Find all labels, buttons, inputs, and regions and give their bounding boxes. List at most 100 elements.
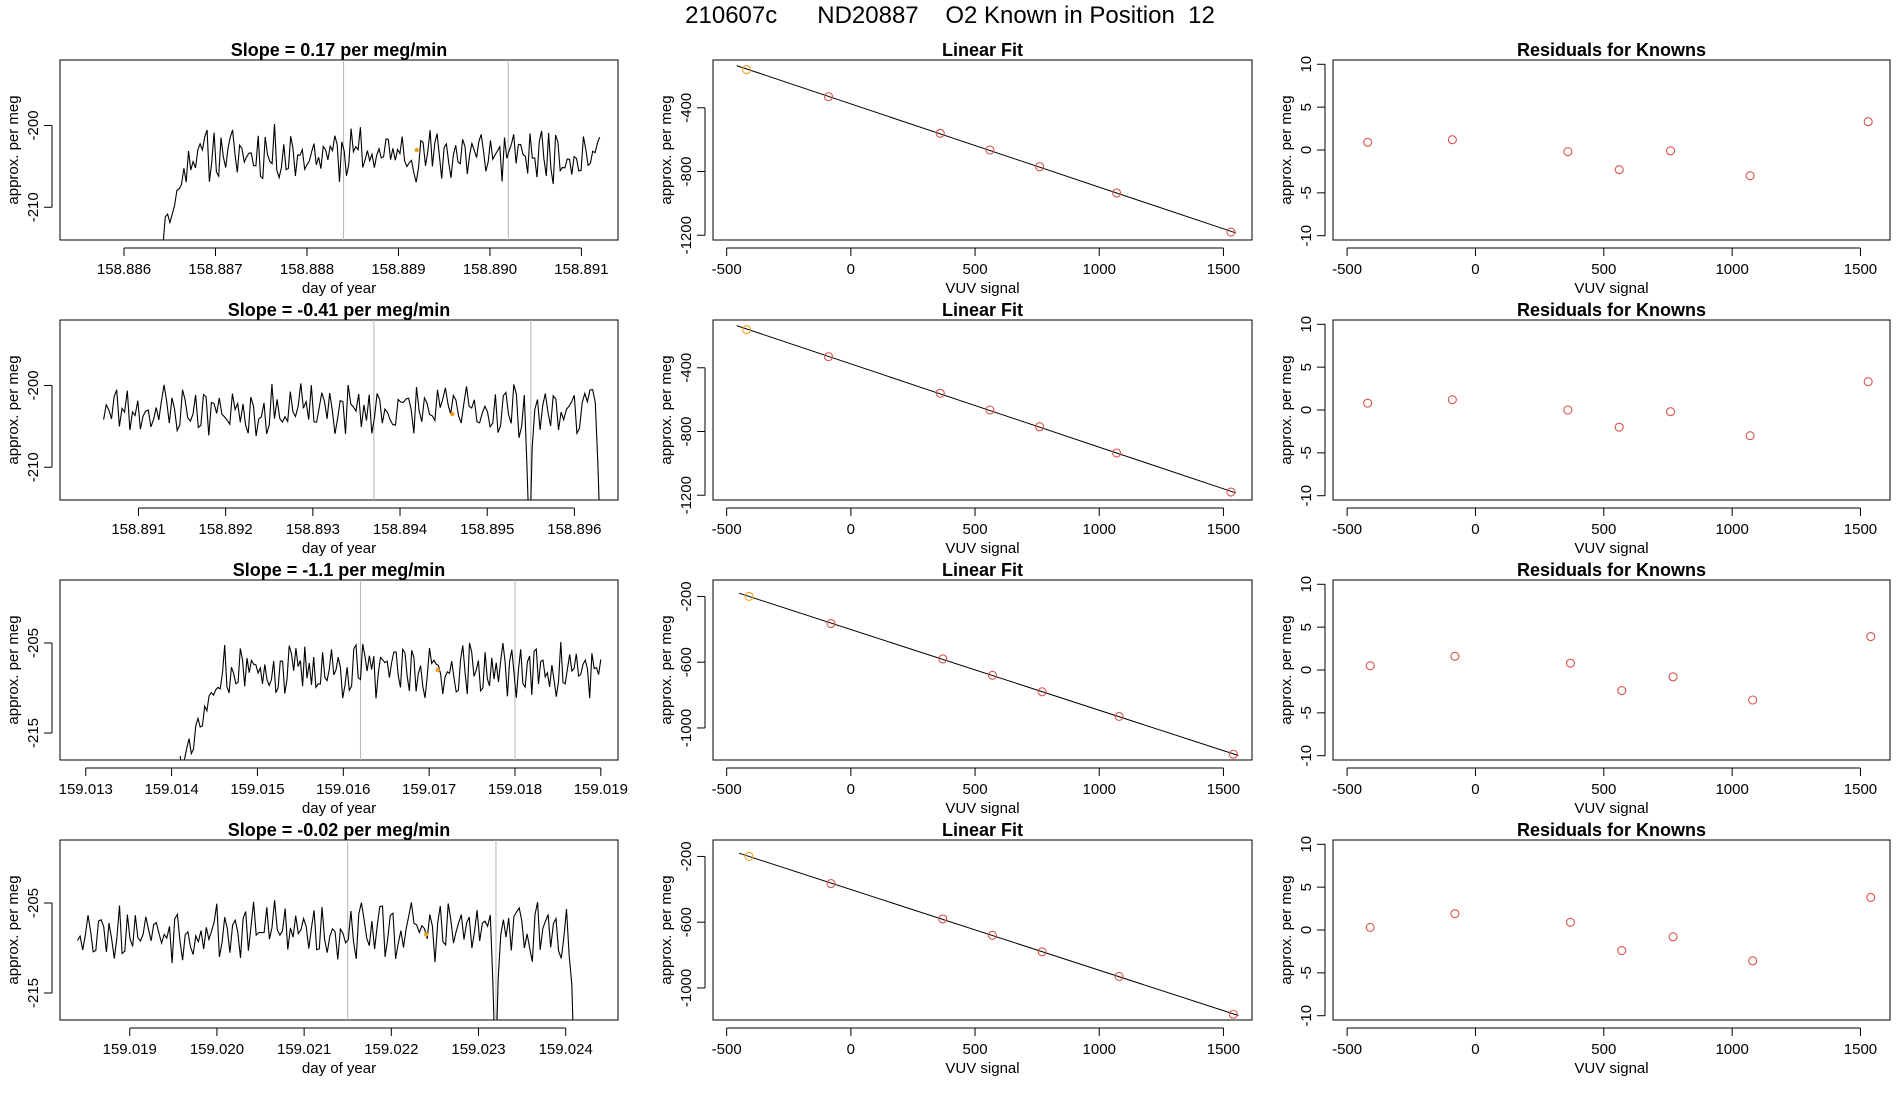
panel-title: Linear Fit	[942, 820, 1023, 840]
data-point	[1226, 487, 1236, 497]
panel-title: Residuals for Knowns	[1517, 300, 1706, 320]
x-tick-label: 159.022	[364, 1041, 418, 1058]
y-tick-label: -400	[678, 353, 695, 383]
panel-fit-3: Linear Fit -500 0 500 1000 1500 VUV signal -100…	[658, 560, 1253, 817]
panel-title: Slope = -0.41 per meg/min	[228, 300, 451, 320]
data-point	[938, 654, 948, 664]
panel-title: Linear Fit	[942, 560, 1023, 580]
y-tick-label: -200	[25, 110, 42, 140]
data-point	[985, 145, 995, 155]
x-tick-label: 1500	[1844, 1041, 1877, 1058]
data-point	[987, 930, 997, 940]
panel-residuals-3: Residuals for Knowns -500 0 500 1000 1500 VUV …	[1278, 560, 1891, 817]
x-tick-label: 158.894	[373, 521, 427, 538]
panel-timeseries-2: Slope = -0.41 per meg/min 158.891 158.892 1…	[5, 300, 619, 557]
y-tick-label: 5	[1298, 883, 1315, 891]
residual-point	[1365, 661, 1375, 671]
residual-point	[1745, 431, 1755, 441]
y-tick-label: 10	[1298, 836, 1315, 853]
plot-frame	[1332, 839, 1891, 1021]
panel-timeseries-1: Slope = 0.17 per meg/min 158.886 158.887 15…	[5, 40, 619, 297]
x-tick-label: 158.892	[199, 521, 253, 538]
residual-point	[1565, 917, 1575, 927]
panel-title: Residuals for Knowns	[1517, 820, 1706, 840]
y-tick-label: -800	[678, 156, 695, 186]
data-point	[987, 670, 997, 680]
highlight-point	[414, 147, 419, 153]
plot-area	[736, 325, 1237, 497]
x-tick-label: 500	[1591, 261, 1616, 278]
x-tick-label: 158.888	[280, 261, 334, 278]
x-tick-label: 1500	[1844, 261, 1877, 278]
residual-point	[1748, 956, 1758, 966]
plot-frame	[712, 319, 1253, 501]
data-point	[938, 914, 948, 924]
y-tick-label: 5	[1298, 363, 1315, 371]
x-axis-label: VUV signal	[1574, 280, 1648, 297]
residual-point	[1365, 922, 1375, 932]
x-tick-label: 159.021	[277, 1041, 331, 1058]
x-tick-label: 500	[963, 1041, 988, 1058]
x-tick-label: 159.019	[574, 781, 628, 798]
y-axis-label: approx. per meg	[5, 355, 22, 464]
series-line	[179, 641, 602, 760]
residual-point	[1450, 651, 1460, 661]
y-tick-label: -200	[25, 370, 42, 400]
y-tick-label: -10	[1298, 225, 1315, 247]
x-tick-label: -500	[1332, 1041, 1362, 1058]
x-tick-label: 158.886	[97, 261, 151, 278]
residual-point	[1363, 137, 1373, 147]
data-point	[1228, 749, 1238, 759]
x-tick-label: 159.020	[190, 1041, 244, 1058]
panel-fit-2: Linear Fit -500 0 500 1000 1500 VUV signal -120…	[658, 300, 1253, 557]
panel-residuals-2: Residuals for Knowns -500 0 500 1000 1500 VUV …	[1278, 300, 1891, 557]
residual-point	[1450, 909, 1460, 919]
plot-area	[103, 320, 600, 500]
x-tick-label: 1000	[1083, 521, 1116, 538]
y-axis-label: approx. per meg	[1278, 355, 1295, 464]
plot-area	[1365, 892, 1876, 966]
plot-frame	[1332, 579, 1891, 761]
residual-point	[1563, 147, 1573, 157]
x-tick-label: 159.013	[59, 781, 113, 798]
highlight-point	[423, 932, 429, 937]
x-tick-label: 500	[1591, 521, 1616, 538]
plot-area	[736, 65, 1237, 237]
residual-point	[1863, 117, 1873, 127]
y-tick-label: -5	[1298, 446, 1315, 459]
y-tick-label: -400	[678, 93, 695, 123]
y-tick-label: -215	[25, 978, 42, 1008]
x-tick-label: 1500	[1844, 781, 1877, 798]
y-tick-label: -1200	[678, 216, 695, 254]
x-tick-label: 159.023	[451, 1041, 505, 1058]
plot-area	[76, 840, 574, 1020]
x-tick-label: 158.895	[460, 521, 514, 538]
x-tick-label: 159.024	[539, 1041, 593, 1058]
y-tick-label: 10	[1298, 576, 1315, 593]
data-point	[985, 405, 995, 415]
page-title: 210607c ND20887 O2 Known in Position 12	[685, 2, 1215, 29]
y-tick-label: -600	[678, 907, 695, 937]
y-tick-label: -10	[1298, 745, 1315, 767]
x-tick-label: -500	[1332, 781, 1362, 798]
x-axis-label: day of year	[302, 540, 376, 557]
y-axis-label: approx. per meg	[5, 875, 22, 984]
data-point	[1035, 422, 1045, 432]
x-tick-label: -500	[712, 521, 742, 538]
y-tick-label: -5	[1298, 706, 1315, 719]
x-tick-label: 1000	[1083, 1041, 1116, 1058]
panel-title: Residuals for Knowns	[1517, 560, 1706, 580]
data-point	[1114, 971, 1124, 981]
y-tick-label: -1200	[678, 476, 695, 514]
panel-fit-4: Linear Fit -500 0 500 1000 1500 VUV signal -100…	[658, 820, 1253, 1077]
x-tick-label: 0	[1471, 261, 1479, 278]
data-point	[1114, 711, 1124, 721]
residual-point	[1863, 377, 1873, 387]
panel-timeseries-4: Slope = -0.02 per meg/min 159.019 159.020 1…	[5, 820, 619, 1077]
y-tick-label: -600	[678, 647, 695, 677]
panel-title: Slope = 0.17 per meg/min	[231, 40, 448, 60]
x-tick-label: 159.015	[230, 781, 284, 798]
x-axis-label: day of year	[302, 1060, 376, 1077]
plot-area	[179, 580, 602, 760]
x-tick-label: 1000	[1083, 261, 1116, 278]
